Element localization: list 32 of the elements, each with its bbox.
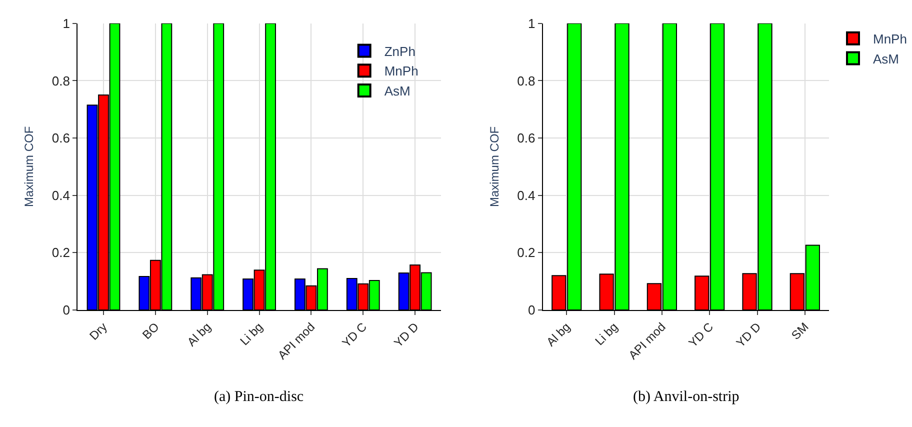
text: (b) Anvil-on-strip [633,389,740,405]
y-tick-label: 1 [62,16,70,31]
legend-label: AsM [384,84,410,99]
y-tick-label: 0.6 [517,130,536,146]
y-tick-label: 0 [62,302,70,318]
x-tick-label: Li bg [237,320,266,348]
x-tick-label: YD D [391,320,422,350]
text: (a) Pin-on-disc [214,389,304,405]
y-tick-label: 0.4 [517,188,536,203]
legend-label: MnPh [873,31,907,46]
x-tick-label: SM [788,320,812,342]
x-tick-label: YD C [686,320,716,350]
y-tick-label: 0.4 [52,188,70,203]
y-axis-title: Maximum COF [487,126,502,208]
y-tick-label: 1 [528,16,536,31]
y-tick-label: 0 [528,302,536,318]
y-axis-title: Maximum COF [22,126,36,208]
legend-label: MnPh [384,64,418,79]
legend-label: ZnPh [384,44,416,59]
y-tick-label: 0.8 [517,73,536,88]
x-tick-label: Al bg [544,320,573,350]
x-tick-label: Al bg [184,320,214,350]
x-tick-label: Li bg [592,320,621,348]
y-tick-label: 0.6 [52,130,70,146]
x-tick-label: Dry [86,320,110,343]
y-tick-label: 0.2 [52,245,70,260]
y-tick-label: 0.2 [517,245,536,260]
x-tick-label: YD D [733,320,764,350]
legend-label: AsM [873,51,899,66]
x-tick-label: YD C [339,320,370,350]
x-tick-label: BO [140,320,162,342]
y-tick-label: 0.8 [52,73,70,88]
